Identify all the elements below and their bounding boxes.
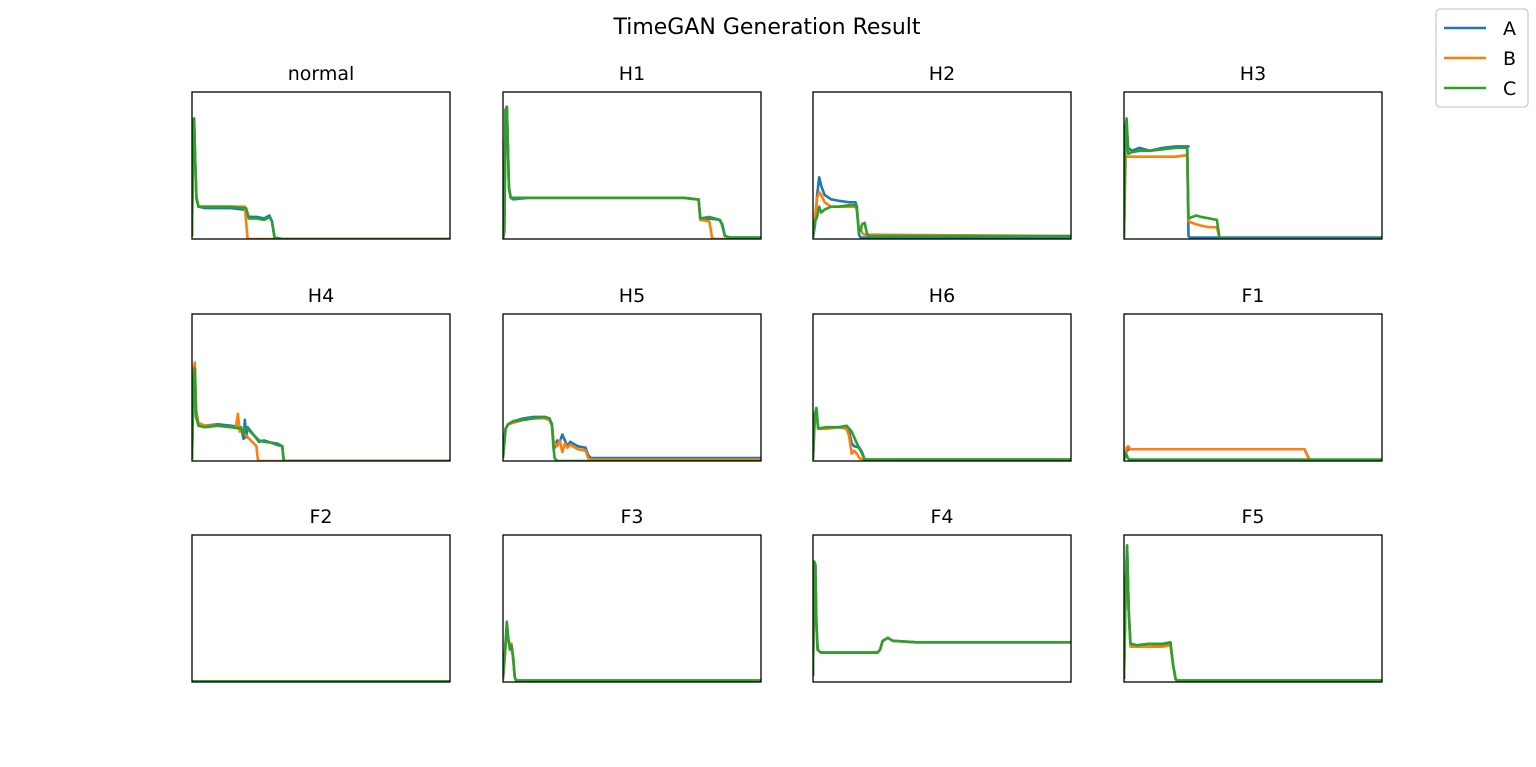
subplot-h2: H2 (812, 63, 1072, 240)
subplot-h1: H1 (502, 63, 762, 240)
figure-legend: ABC (1435, 8, 1529, 108)
plot-area (503, 620, 761, 682)
subplot-title: F3 (620, 506, 643, 528)
subplot-normal: normal (191, 63, 451, 240)
series-line-c (503, 415, 761, 461)
plot-area (503, 105, 761, 239)
axes-frame (812, 313, 1072, 462)
subplot-h4: H4 (191, 285, 451, 462)
subplot-title: H4 (308, 285, 334, 307)
plot-area (813, 175, 1071, 239)
plot-area (192, 361, 450, 461)
subplot-title: F1 (1241, 285, 1264, 307)
subplot-h3: H3 (1123, 63, 1383, 240)
axes-frame (812, 91, 1072, 240)
subplot-f2: F2 (191, 506, 451, 683)
subplot-title: H5 (619, 285, 645, 307)
series-line-c (1124, 452, 1382, 461)
legend-item-a: A (1444, 18, 1516, 40)
plot-area (192, 117, 450, 239)
axes-frame (191, 91, 451, 240)
subplot-f5: F5 (1123, 506, 1383, 683)
subplot-f3: F3 (502, 506, 762, 683)
axes-frame (812, 534, 1072, 683)
subplot-f1: F1 (1123, 285, 1383, 462)
series-line-c (503, 620, 761, 682)
series-line-c (1124, 117, 1382, 239)
axes-frame (1123, 313, 1383, 462)
figure-title: TimeGAN Generation Result (612, 15, 920, 40)
plot-area (503, 415, 761, 461)
legend-label: C (1503, 78, 1516, 100)
series-line-c (813, 406, 1071, 461)
axes-frame (1123, 534, 1383, 683)
subplot-title: H2 (929, 63, 955, 85)
axes-frame (191, 313, 451, 462)
subplot-title: F5 (1241, 506, 1264, 528)
subplot-title: F4 (930, 506, 953, 528)
axes-frame (191, 534, 451, 683)
axes-frame (502, 313, 762, 462)
subplot-grid: normal H1 H2 H3 H4 H5 H6 F1 F2 F3 F4 F5 (191, 63, 1383, 683)
legend-item-b: B (1444, 48, 1516, 70)
subplot-h5: H5 (502, 285, 762, 462)
legend-item-c: C (1444, 78, 1516, 100)
series-line-c (813, 560, 1071, 677)
plot-area (1124, 117, 1382, 239)
series-line-c (1124, 543, 1382, 682)
plot-area (1124, 445, 1382, 461)
plot-area (1124, 543, 1382, 682)
legend-label: B (1503, 48, 1516, 70)
subplot-f4: F4 (812, 506, 1072, 683)
subplot-title: H1 (619, 63, 645, 85)
axes-frame (1123, 91, 1383, 240)
legend-label: A (1503, 18, 1516, 40)
series-line-c (192, 117, 450, 239)
subplot-title: H6 (929, 285, 955, 307)
subplot-title: normal (288, 63, 355, 85)
subplot-title: H3 (1240, 63, 1266, 85)
series-line-c (813, 203, 1071, 238)
axes-frame (502, 91, 762, 240)
series-line-c (503, 105, 761, 239)
subplot-h6: H6 (812, 285, 1072, 462)
plot-area (813, 560, 1071, 677)
subplot-title: F2 (309, 506, 332, 528)
plot-area (813, 406, 1071, 461)
series-line-c (192, 367, 450, 461)
axes-frame (502, 534, 762, 683)
